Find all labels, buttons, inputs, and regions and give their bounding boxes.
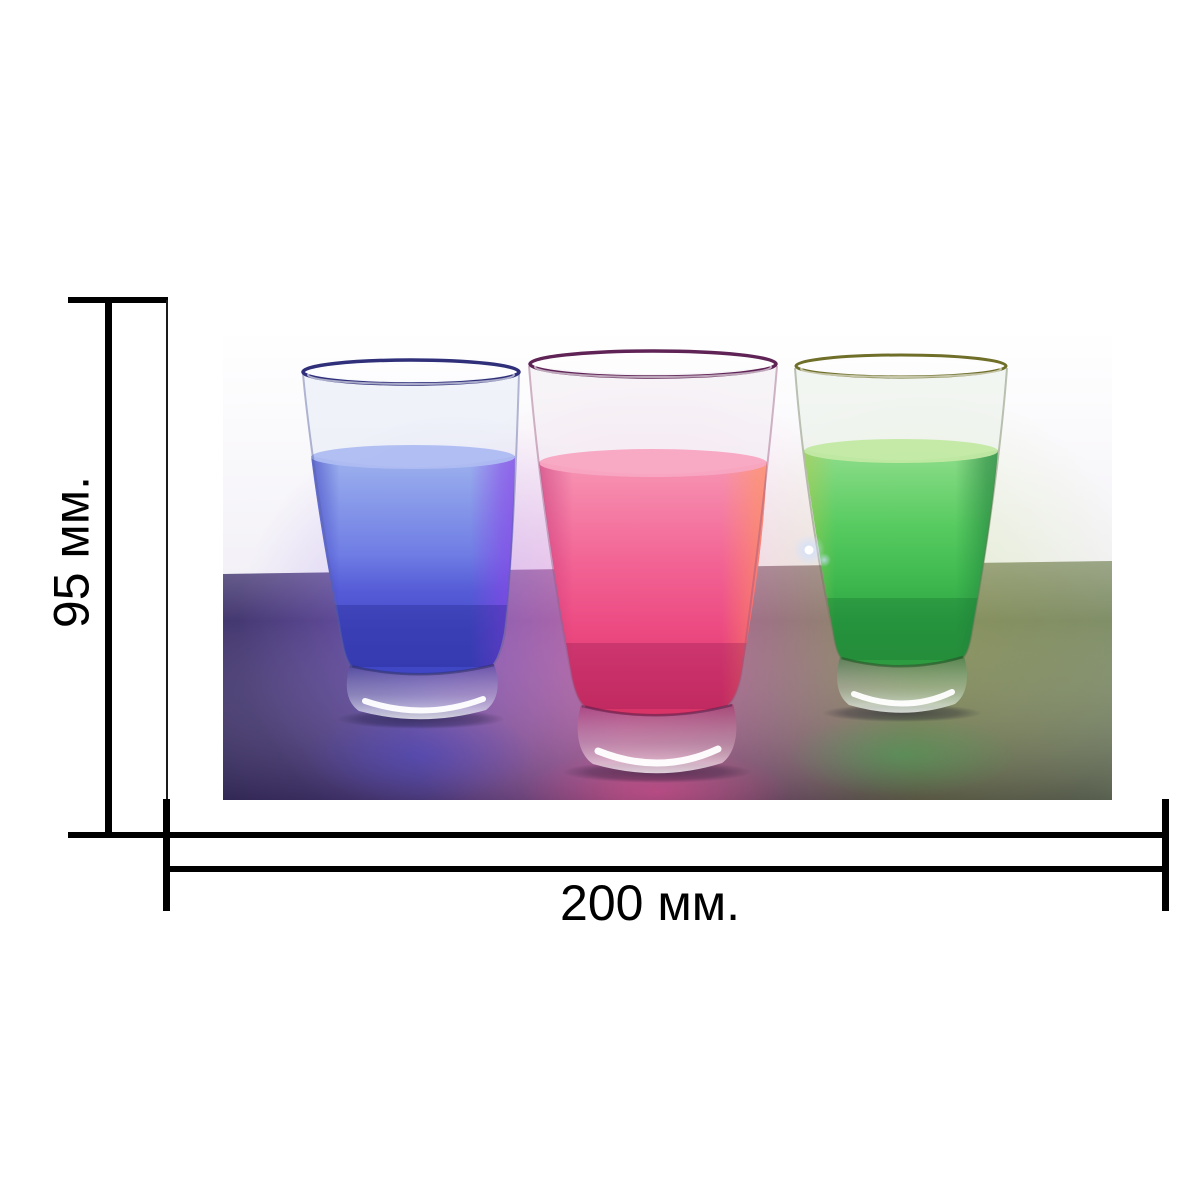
blue-reflection <box>306 707 536 800</box>
lens-flare-core <box>804 545 814 555</box>
width-label: 200 мм. <box>560 875 740 931</box>
width-left-tick <box>163 799 170 911</box>
height-top-tick <box>68 297 168 303</box>
glass-blue-rim-sheen <box>307 365 515 385</box>
height-label: 95 мм. <box>43 475 100 629</box>
width-dimension-line <box>166 866 1169 872</box>
glass-pink-rim-sheen <box>534 356 772 378</box>
glass-green <box>794 353 1008 713</box>
bottom-baseline <box>68 832 1166 838</box>
lens-flare-secondary <box>817 553 831 567</box>
green-contact-shadow <box>822 704 982 722</box>
glass-pink-left-wall <box>528 365 586 708</box>
glass-pink-empty <box>529 366 777 474</box>
green-reflection <box>787 713 1017 797</box>
glass-blue-left-wall <box>302 373 353 668</box>
glass-green-surface <box>804 439 998 463</box>
glass-pink-right-wall <box>727 365 778 706</box>
glass-green-right-wall <box>962 367 1008 659</box>
glass-green-refraction-band <box>821 598 986 660</box>
product-photo <box>223 330 1112 800</box>
height-dimension-line <box>105 297 112 838</box>
glass-pink-base-line <box>581 703 733 717</box>
glass-green-base-highlight <box>851 689 955 707</box>
glass-blue-base-line <box>349 663 495 676</box>
glass-pink <box>528 349 778 774</box>
glass-green-liquid-edges <box>804 450 998 667</box>
glass-blue-base-highlight <box>362 696 486 714</box>
glass-blue-empty <box>303 374 519 467</box>
glass-blue-liquid-edges <box>311 456 515 675</box>
glass-blue <box>301 358 521 720</box>
glass-pink-base-highlight <box>594 745 722 767</box>
glass-pink-refraction-band <box>563 643 763 709</box>
glass-blue-refraction-band <box>328 605 515 667</box>
extension-line <box>166 300 168 800</box>
glass-green-left-wall <box>794 367 843 660</box>
glass-pink-surface <box>539 449 767 477</box>
glass-green-rim-sheen <box>800 360 1002 378</box>
glass-blue-surface <box>311 445 515 469</box>
glass-green-base-line <box>840 655 964 668</box>
glass-green-empty <box>795 368 1007 460</box>
glass-blue-right-wall <box>493 373 520 665</box>
glass-pink-liquid-edges <box>539 462 767 717</box>
width-right-tick <box>1162 799 1169 911</box>
